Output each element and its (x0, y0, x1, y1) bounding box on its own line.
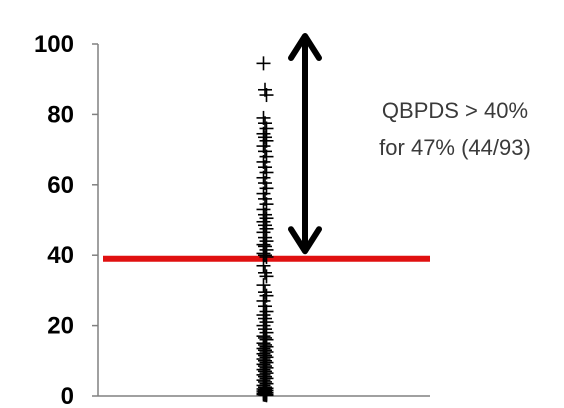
y-tick-label: 20 (47, 313, 74, 340)
data-point (256, 258, 271, 273)
y-tick-label: 60 (47, 172, 74, 199)
y-tick-label: 80 (47, 101, 74, 128)
data-point (259, 269, 274, 284)
y-tick-label: 0 (61, 383, 74, 408)
data-point (258, 265, 272, 280)
data-point (256, 126, 271, 141)
data-point (258, 218, 272, 233)
data-point (258, 285, 272, 300)
data-points (256, 56, 274, 403)
data-point (259, 88, 274, 103)
annotation-arrowhead-top (288, 33, 322, 61)
data-point (256, 278, 271, 293)
annotation-arrow-group (288, 33, 322, 255)
annotation-group: QBPDS > 40% for 47% (44/93) (379, 98, 531, 160)
data-point (259, 221, 274, 236)
data-point (256, 56, 271, 71)
annotation-line-2: for 47% (44/93) (379, 135, 531, 160)
y-tick-label: 100 (34, 31, 74, 58)
annotation-line-1: QBPDS > 40% (382, 98, 528, 123)
y-tick-labels: 0 20 40 60 80 100 (34, 31, 74, 408)
data-point (256, 246, 271, 261)
data-point (259, 388, 274, 403)
data-point (258, 130, 272, 145)
annotation-arrowhead-bottom (288, 226, 322, 255)
data-point (259, 249, 274, 264)
y-tick-label: 40 (47, 242, 74, 269)
data-point (258, 248, 272, 263)
